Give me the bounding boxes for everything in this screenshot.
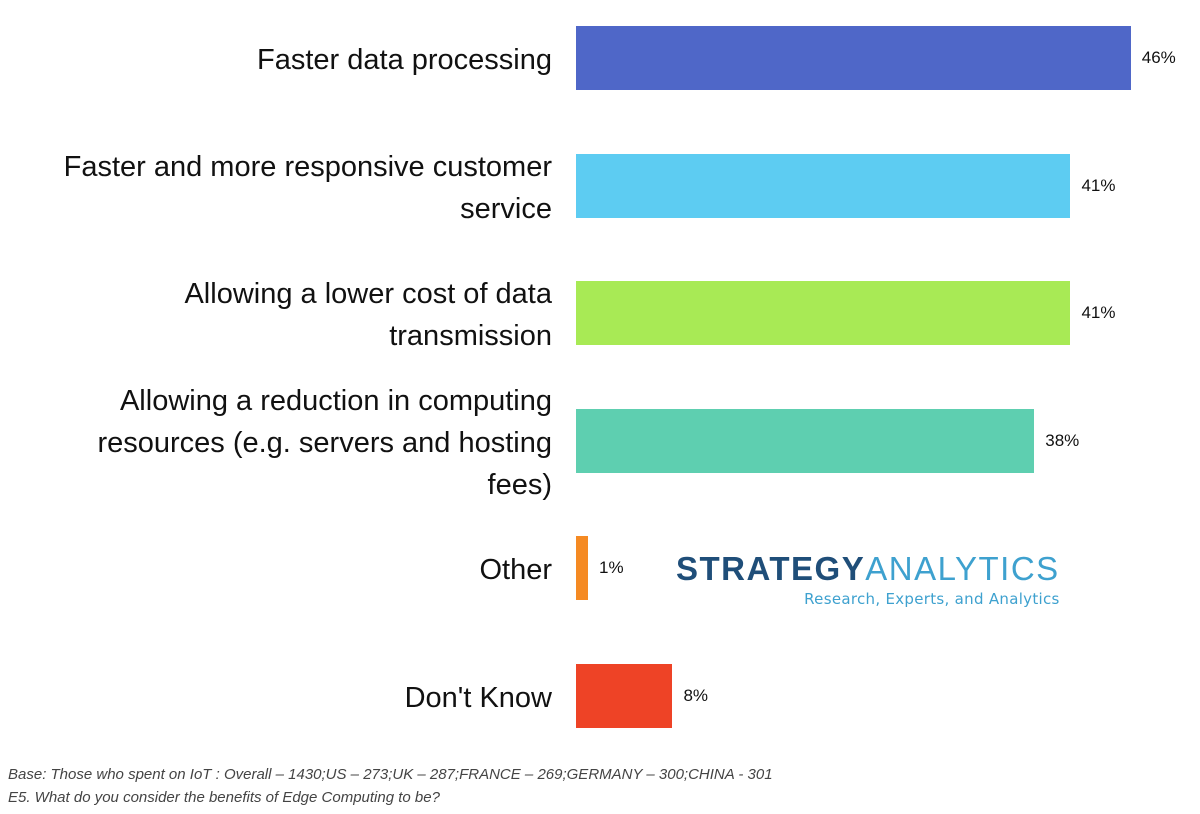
category-label: Allowing a reduction in computing resour…	[97, 384, 552, 501]
category-label: Faster data processing	[257, 44, 552, 76]
data-label: 1%	[599, 558, 624, 578]
bar	[576, 664, 673, 728]
logo-brand-analytics: ANALYTICS	[865, 550, 1060, 587]
data-label: 46%	[1141, 48, 1176, 67]
bar	[576, 536, 589, 601]
base-footnote: Base: Those who spent on IoT : Overall –…	[8, 766, 773, 783]
bar	[576, 408, 1035, 473]
category-label: Don't Know	[404, 682, 552, 714]
logo-brand-strategy: STRATEGY	[676, 550, 866, 587]
bar	[576, 26, 1131, 90]
data-label: 8%	[683, 686, 709, 705]
category-label: Allowing a lower cost of data transmissi…	[184, 278, 552, 353]
category-label: Faster and more responsive customer serv…	[63, 150, 552, 225]
question-footnote: E5. What do you consider the benefits of…	[8, 789, 440, 806]
bar	[576, 153, 1071, 218]
bar	[576, 281, 1071, 346]
logo-tagline: Research, Experts, and Analytics	[804, 590, 1060, 608]
data-label: 41%	[1081, 303, 1116, 323]
category-label: Other	[479, 554, 552, 587]
data-label: 38%	[1045, 430, 1080, 450]
bar-chart: Faster data processing 46% Faster and more…	[63, 26, 1176, 728]
strategy-analytics-logo: STRATEGYANALYTICS Research, Experts, and…	[676, 550, 1060, 608]
data-label: 41%	[1081, 175, 1116, 195]
